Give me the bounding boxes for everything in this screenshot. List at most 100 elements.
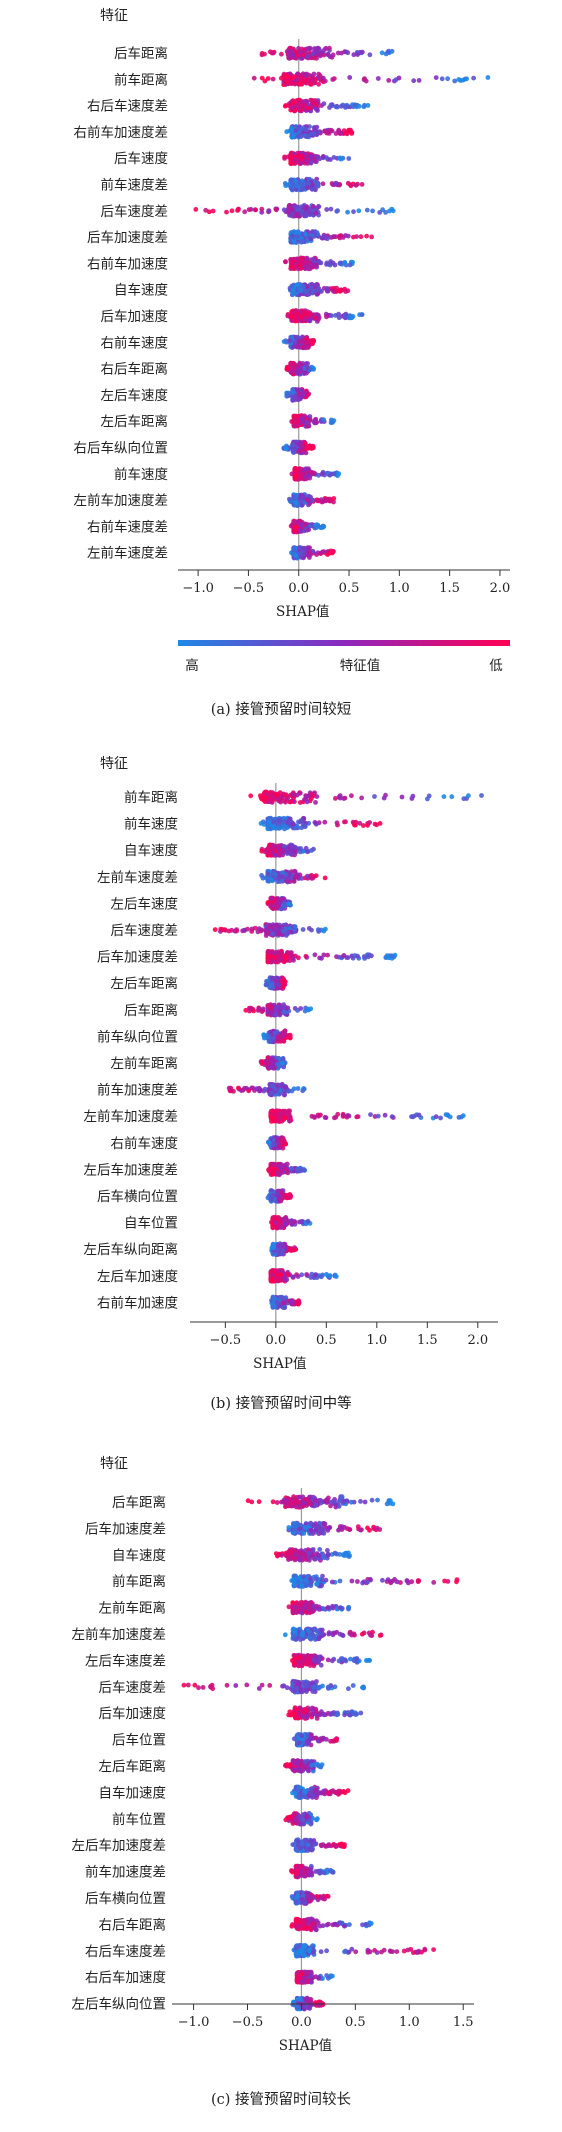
data-point <box>314 525 319 530</box>
data-point <box>273 896 279 902</box>
feature-label: 自车速度 <box>124 842 178 859</box>
data-point <box>273 853 278 858</box>
data-point <box>298 818 304 823</box>
data-point <box>290 448 296 453</box>
data-point <box>276 982 282 988</box>
data-point <box>314 106 320 112</box>
data-point <box>243 1007 249 1013</box>
data-point <box>309 469 314 475</box>
data-point <box>380 207 385 213</box>
data-point <box>322 875 328 881</box>
data-point <box>224 209 229 215</box>
data-point <box>291 519 297 525</box>
data-point <box>330 77 336 82</box>
chart-panel-a: 特征后车距离前车距离右后车速度差右前车加速度差后车速度前车速度差后车速度差后车加… <box>74 8 511 718</box>
data-point <box>382 1112 388 1118</box>
data-point <box>308 285 314 291</box>
data-point <box>235 207 241 213</box>
data-point <box>314 124 320 130</box>
data-point <box>291 792 296 798</box>
data-point <box>304 849 310 855</box>
data-point <box>416 1112 422 1118</box>
data-point <box>269 959 275 965</box>
data-point <box>335 822 340 828</box>
data-point <box>301 546 307 551</box>
data-point <box>352 102 358 108</box>
beeswarm-row <box>226 1081 307 1098</box>
data-point <box>350 955 356 961</box>
data-point <box>319 955 324 961</box>
data-point <box>305 53 310 59</box>
data-point <box>461 796 467 802</box>
data-point <box>261 793 267 799</box>
data-point <box>311 55 317 61</box>
data-point <box>259 206 265 212</box>
data-point <box>273 978 279 984</box>
data-point <box>316 204 322 210</box>
beeswarm-row <box>289 545 336 561</box>
beeswarm-row <box>265 895 293 912</box>
data-point <box>333 180 339 186</box>
data-point <box>390 208 396 214</box>
data-point <box>270 76 276 82</box>
feature-label: 后车速度 <box>114 150 168 167</box>
data-point <box>284 79 289 85</box>
data-point <box>294 207 300 213</box>
data-point <box>276 825 281 831</box>
beeswarm-row <box>258 1055 288 1071</box>
data-point <box>314 283 320 288</box>
data-point <box>281 844 287 849</box>
beeswarm-row <box>263 975 288 991</box>
data-point <box>286 901 291 907</box>
data-point <box>349 131 355 136</box>
data-point <box>265 1009 271 1015</box>
feature-label: 后车距离 <box>124 1002 178 1019</box>
panel-caption: (a) 接管预留时间较短 <box>211 700 352 718</box>
feature-label: 后车速度差 <box>101 203 169 220</box>
data-point <box>246 1088 252 1094</box>
data-point <box>298 522 304 528</box>
data-point <box>396 75 402 81</box>
data-point <box>305 793 311 799</box>
data-point <box>309 927 314 933</box>
data-point <box>355 52 360 57</box>
data-point <box>285 931 291 937</box>
data-point <box>288 160 294 166</box>
feature-label: 右前车加速度 <box>87 255 168 272</box>
data-point <box>294 469 299 475</box>
data-point <box>399 794 405 800</box>
data-point <box>331 496 337 501</box>
data-point <box>281 980 287 986</box>
feature-label: 右前车加速度差 <box>74 124 169 141</box>
data-point <box>293 393 298 399</box>
data-point <box>299 157 305 162</box>
beeswarm-row <box>281 334 317 351</box>
data-point <box>302 266 308 271</box>
data-point <box>302 160 308 166</box>
data-point <box>381 795 387 801</box>
data-point <box>329 417 334 423</box>
data-point <box>290 211 295 217</box>
data-point <box>289 1088 295 1094</box>
data-point <box>324 207 330 212</box>
beeswarm-row <box>265 948 398 965</box>
data-point <box>295 519 301 525</box>
colorbar <box>178 640 510 646</box>
data-point <box>304 255 310 261</box>
data-point <box>348 183 354 189</box>
data-point <box>335 208 340 214</box>
data-point <box>311 846 316 852</box>
data-point <box>299 388 304 394</box>
data-point <box>246 207 252 213</box>
data-point <box>294 282 300 288</box>
feature-label: 后车加速度 <box>101 308 169 325</box>
data-point <box>319 235 325 241</box>
data-point <box>307 312 313 317</box>
data-point <box>303 210 309 216</box>
feature-label: 左前车加速度差 <box>84 1108 179 1125</box>
data-point <box>362 76 367 81</box>
data-point <box>282 1092 287 1097</box>
data-point <box>252 207 258 213</box>
data-point <box>328 127 334 133</box>
